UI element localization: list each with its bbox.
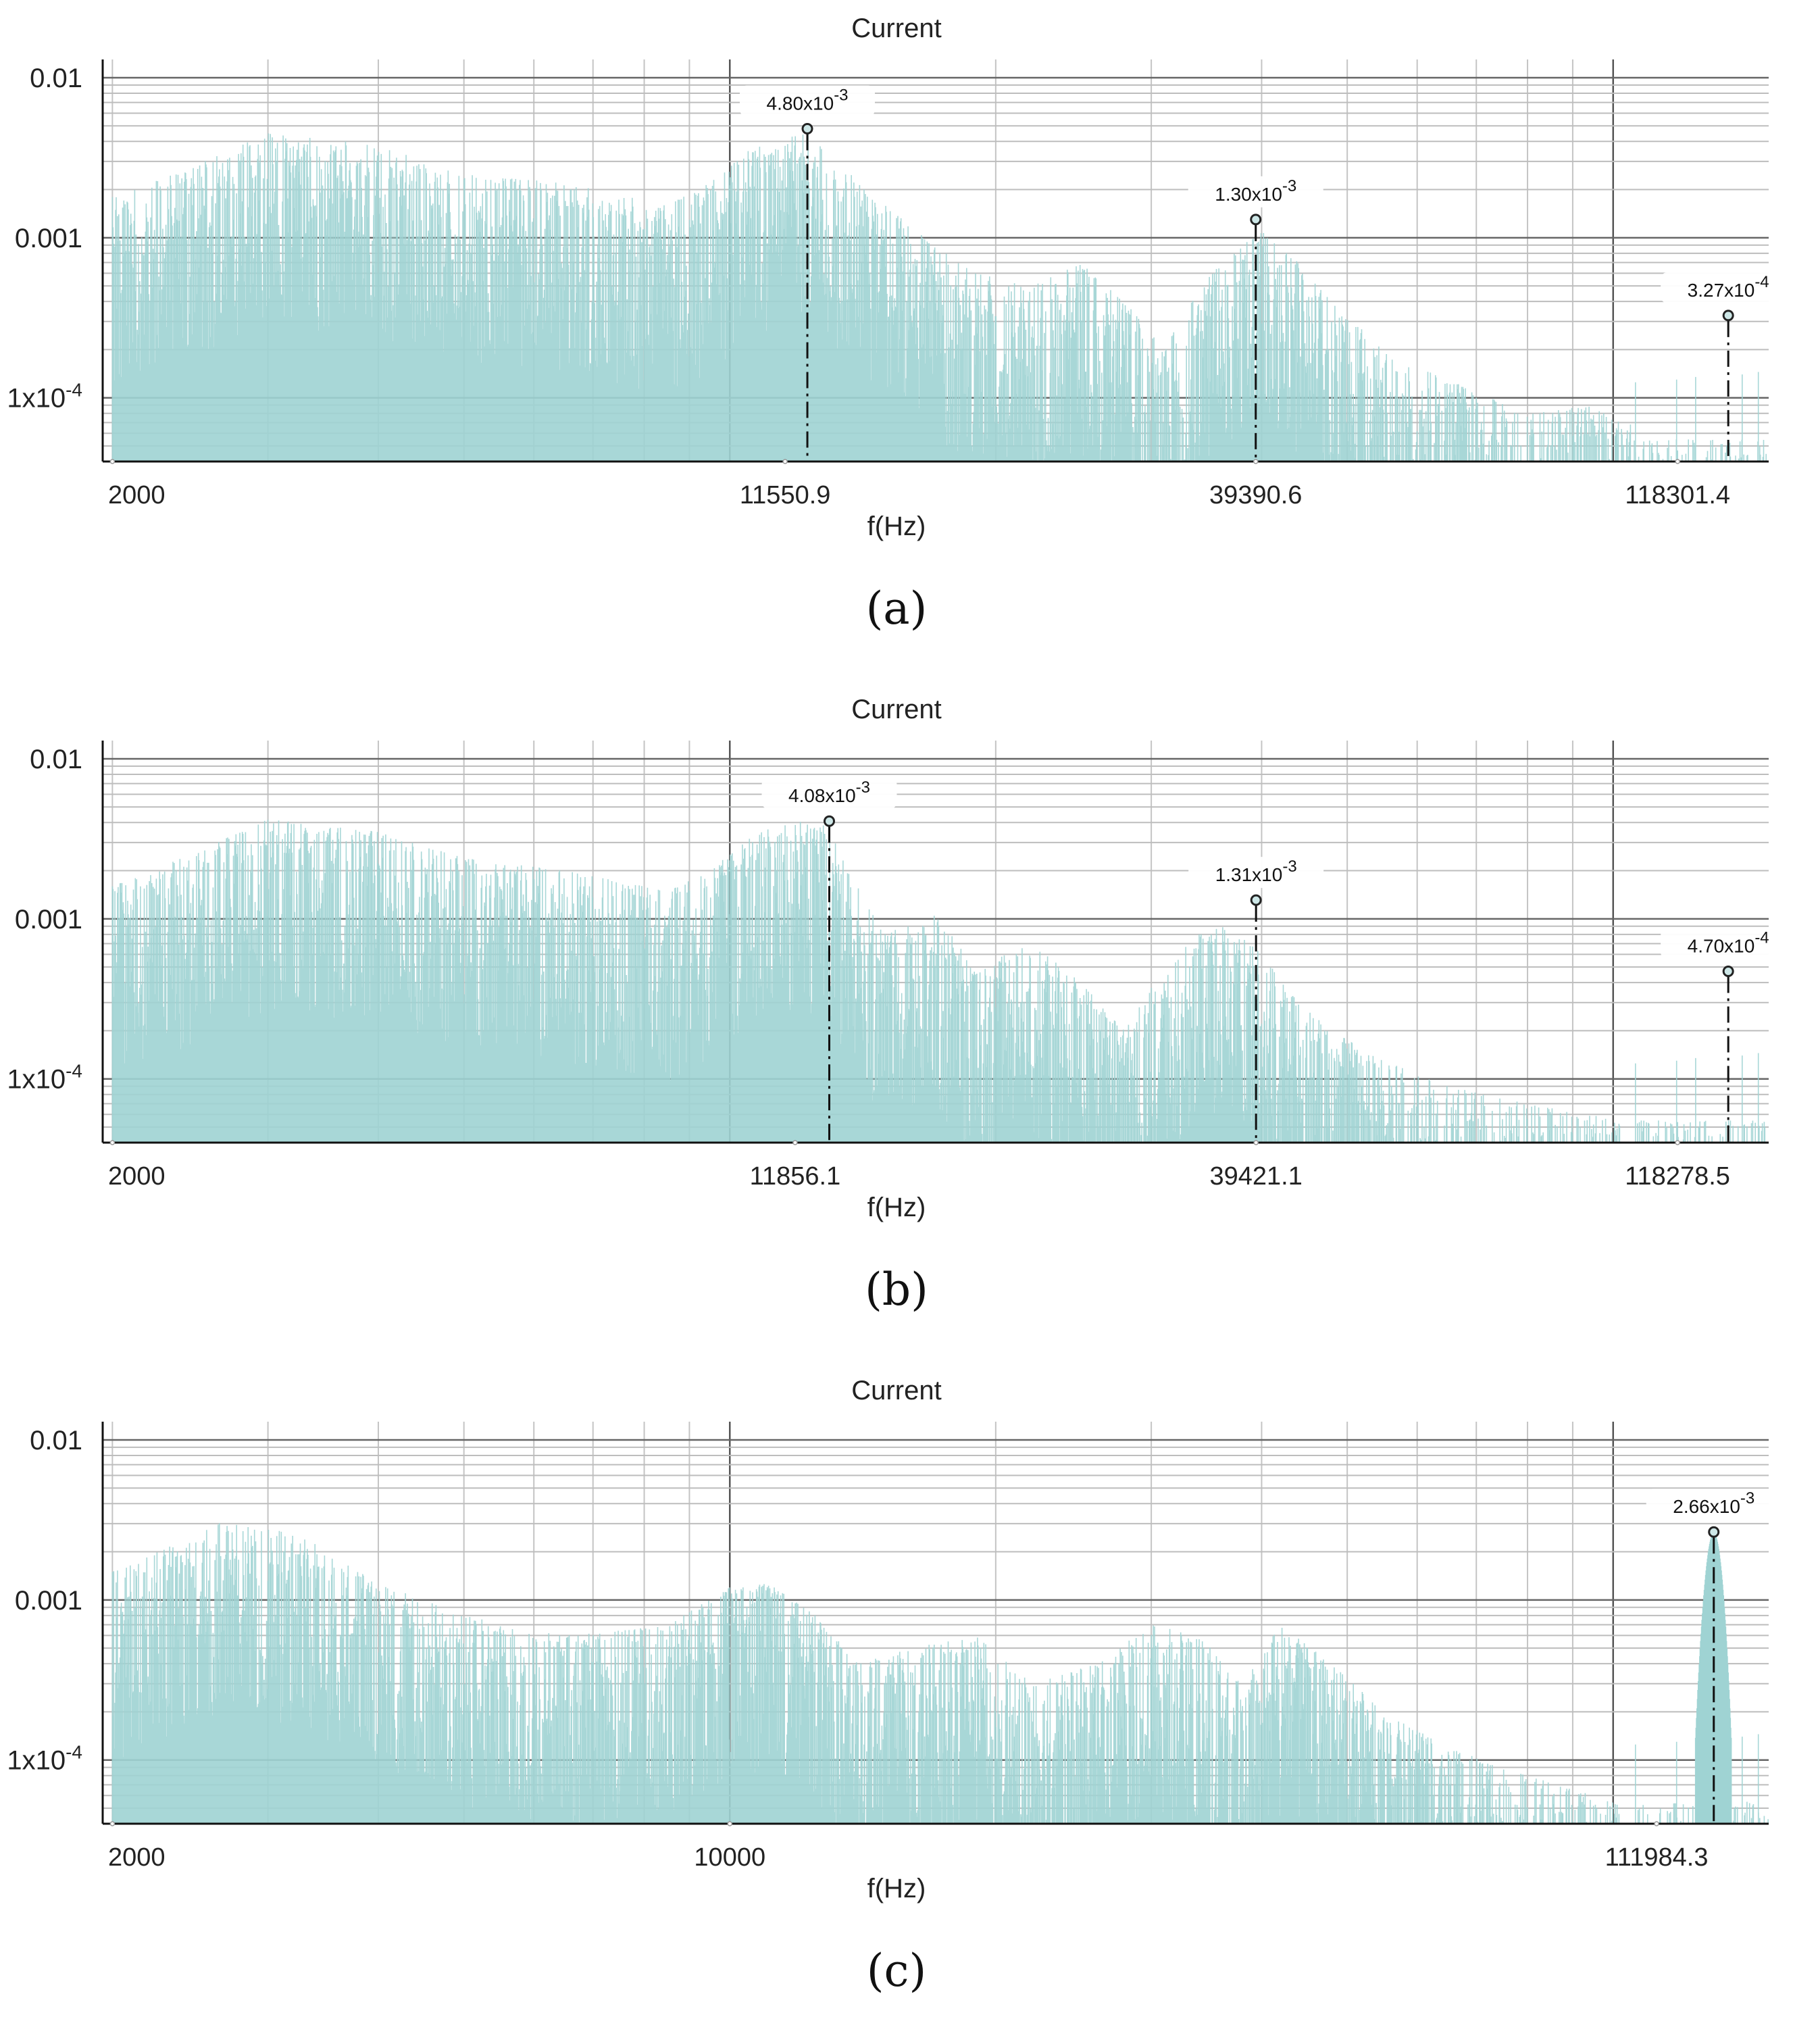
x-tick-marker (792, 1140, 798, 1145)
y-tick-label: 0.01 (30, 1426, 82, 1455)
x-tick-label: 39390.6 (1209, 481, 1302, 509)
chart-title: Current (851, 695, 942, 724)
marker-point (1722, 966, 1734, 978)
marker-label: 1.31x10-3 (1215, 857, 1297, 885)
marker-point (1250, 894, 1262, 906)
x-tick-label: 111984.3 (1605, 1843, 1709, 1872)
y-tick-label: 0.001 (15, 224, 82, 253)
marker-label-box (1188, 176, 1323, 207)
figure-caption-b: (b) (865, 1264, 928, 1316)
marker-label: 4.70x10-4 (1688, 929, 1769, 957)
chart-title: Current (851, 14, 942, 43)
x-tick-marker (1675, 1140, 1680, 1145)
x-tick-marker (727, 1821, 733, 1826)
peak-marker: 1.31x10-3 (1188, 857, 1324, 1143)
peak-marker: 3.27x10-4 (1661, 272, 1793, 462)
x-tick-label: 118278.5 (1625, 1162, 1730, 1191)
x-axis-label: f(Hz) (867, 1874, 926, 1903)
x-tick-marker (1253, 459, 1259, 464)
x-tick-label: 10000 (694, 1843, 765, 1872)
plot-area-a: 0.01 0.001 1x10-4 2000 11550.9 39390.6 118301.… (7, 59, 1793, 509)
chart-title: Current (851, 1376, 942, 1405)
peak-marker: 4.08x10-3 (761, 778, 897, 1143)
y-tick-label: 0.01 (30, 745, 82, 774)
figure-caption-c: (c) (866, 1945, 927, 1997)
x-tick-label: 2000 (108, 1843, 166, 1872)
spectrum-peak (1694, 1533, 1732, 1824)
plot-area-c: 0.01 0.001 1x10-4 2000 10000 111984.3 2.66x10-… (7, 1422, 1782, 1872)
marker-label: 4.80x10-3 (767, 86, 849, 114)
x-tick-marker (782, 459, 788, 464)
marker-point (1708, 1526, 1720, 1538)
x-tick-marker (1253, 1140, 1259, 1145)
peak-marker: 2.66x10-3 (1646, 1489, 1782, 1824)
y-tick-label: 1x10-4 (7, 380, 82, 414)
marker-label: 4.08x10-3 (788, 778, 870, 806)
y-tick-label: 0.01 (30, 64, 82, 93)
marker-point (801, 122, 813, 134)
peak-marker: 4.80x10-3 (740, 85, 876, 462)
marker-label-box (761, 778, 897, 809)
x-tick-marker (109, 1140, 116, 1145)
plot-area-b: 0.01 0.001 1x10-4 2000 11856.1 39421.1 118278.… (7, 741, 1793, 1191)
marker-label-box (1661, 928, 1793, 959)
y-tick-label: 1x10-4 (7, 1061, 82, 1095)
spectrum-series (111, 130, 1767, 462)
marker-point (1722, 309, 1734, 322)
marker-point (1250, 214, 1262, 226)
x-tick-label: 11550.9 (740, 481, 831, 509)
x-tick-marker (1654, 1821, 1659, 1826)
marker-label: 1.30x10-3 (1215, 177, 1296, 205)
chart-panel-c: Current 0.01 0.001 1x10-4 2000 10000 111984.3… (0, 1362, 1793, 2043)
x-tick-label: 2000 (108, 481, 166, 509)
x-tick-marker (109, 459, 116, 464)
marker-label: 3.27x10-4 (1688, 273, 1769, 301)
peak-marker: 4.70x10-4 (1661, 928, 1793, 1143)
x-tick-marker (109, 1821, 116, 1826)
peak-marker: 1.30x10-3 (1188, 176, 1323, 462)
x-tick-label: 39421.1 (1209, 1162, 1302, 1191)
marker-label-box (1188, 857, 1324, 889)
x-axis-label: f(Hz) (867, 512, 926, 541)
x-tick-label: 118301.4 (1625, 481, 1730, 509)
x-axis-label: f(Hz) (867, 1193, 926, 1222)
x-tick-label: 11856.1 (750, 1162, 841, 1191)
marker-label-box (1661, 272, 1793, 303)
spectrum-series (111, 1523, 1769, 1824)
marker-label-box (1646, 1489, 1782, 1520)
chart-panel-b: Current 0.01 0.001 1x10-4 2000 11856.1 39421.… (0, 681, 1793, 1362)
marker-label: 2.66x10-3 (1673, 1489, 1754, 1517)
y-tick-label: 0.001 (15, 1586, 82, 1616)
figure-caption-a: (a) (865, 582, 928, 634)
y-tick-label: 1x10-4 (7, 1742, 82, 1776)
spectrum-series (111, 820, 1766, 1143)
marker-point (824, 815, 836, 827)
x-tick-marker (1675, 459, 1680, 464)
x-tick-label: 2000 (108, 1162, 166, 1191)
y-tick-label: 0.001 (15, 905, 82, 934)
chart-panel-a: Current 0.01 0.001 1x10-4 2000 11550.9 39390.… (0, 0, 1793, 681)
marker-label-box (740, 85, 876, 117)
